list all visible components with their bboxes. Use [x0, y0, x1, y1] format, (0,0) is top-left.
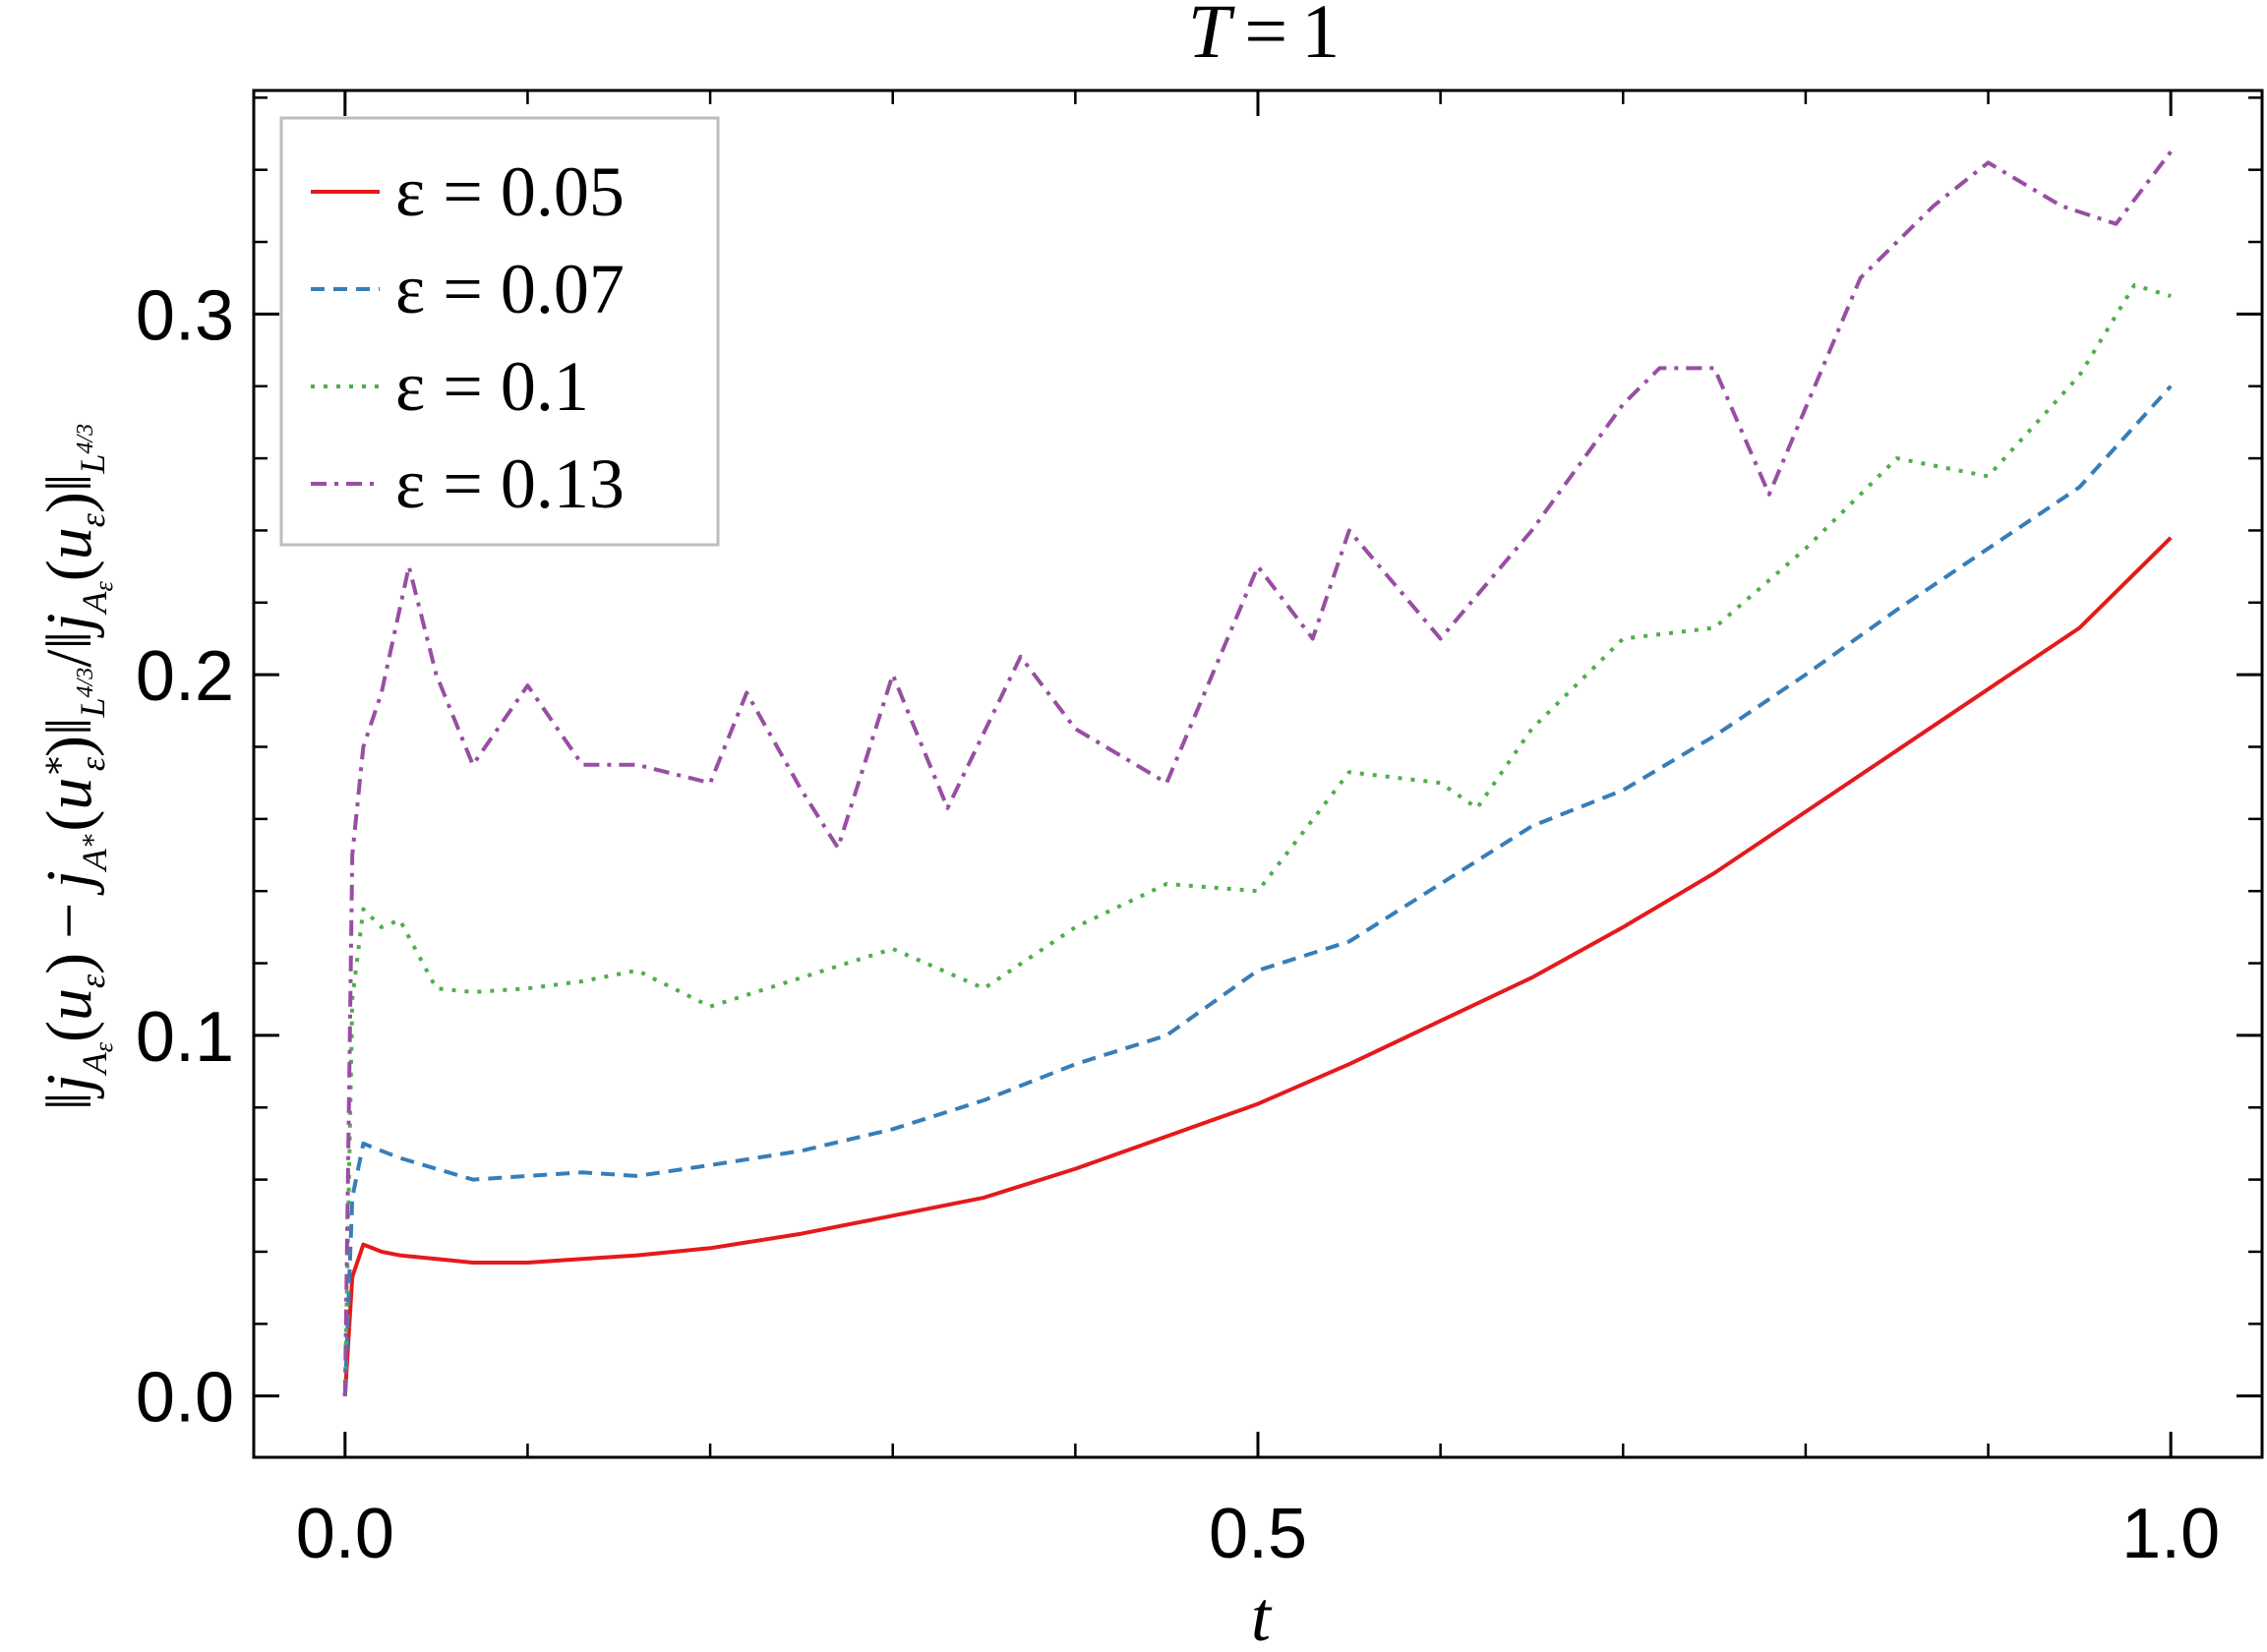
y-tick-label: 0.1 [136, 998, 234, 1077]
axis-ticks: 0.0 0.5 1.0 0.0 0.1 0.2 0.3 [136, 90, 2262, 1573]
series-line [342, 536, 2173, 1396]
y-tick-label: 0.0 [136, 1359, 234, 1438]
legend-label: ε = 0.05 [395, 152, 625, 231]
series-line [342, 150, 2173, 1396]
legend: ε = 0.05 ε = 0.07 ε = 0.1 ε = 0.13 [279, 116, 720, 547]
y-tick-label: 0.2 [136, 637, 234, 716]
x-tick-label: 0.0 [296, 1495, 394, 1573]
legend-label: ε = 0.07 [395, 250, 625, 328]
x-axis-label: t [1251, 1577, 1273, 1652]
legend-label: ε = 0.1 [395, 347, 589, 426]
data-series [342, 150, 2173, 1396]
plot-frame [252, 88, 2264, 1459]
y-tick-label: 0.3 [136, 276, 234, 355]
y-axis-label: ‖jAε(uε)−jA∗(u∗ε)‖L4/3/‖jAε(uε)‖L4/3 [33, 424, 118, 1110]
legend-label: ε = 0.13 [395, 444, 625, 523]
chart-title: T = 1 [1188, 0, 1340, 74]
x-tick-label: 0.5 [1209, 1495, 1307, 1573]
legend-box [279, 116, 720, 547]
series-line [342, 384, 2173, 1396]
x-tick-label: 1.0 [2121, 1495, 2220, 1573]
